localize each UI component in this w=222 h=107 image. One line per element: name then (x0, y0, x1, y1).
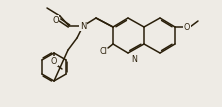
Text: Cl: Cl (99, 47, 107, 56)
Text: O: O (52, 16, 59, 25)
Text: N: N (131, 55, 137, 64)
Text: O: O (184, 22, 190, 31)
Text: O: O (51, 56, 57, 65)
Text: N: N (80, 22, 86, 30)
